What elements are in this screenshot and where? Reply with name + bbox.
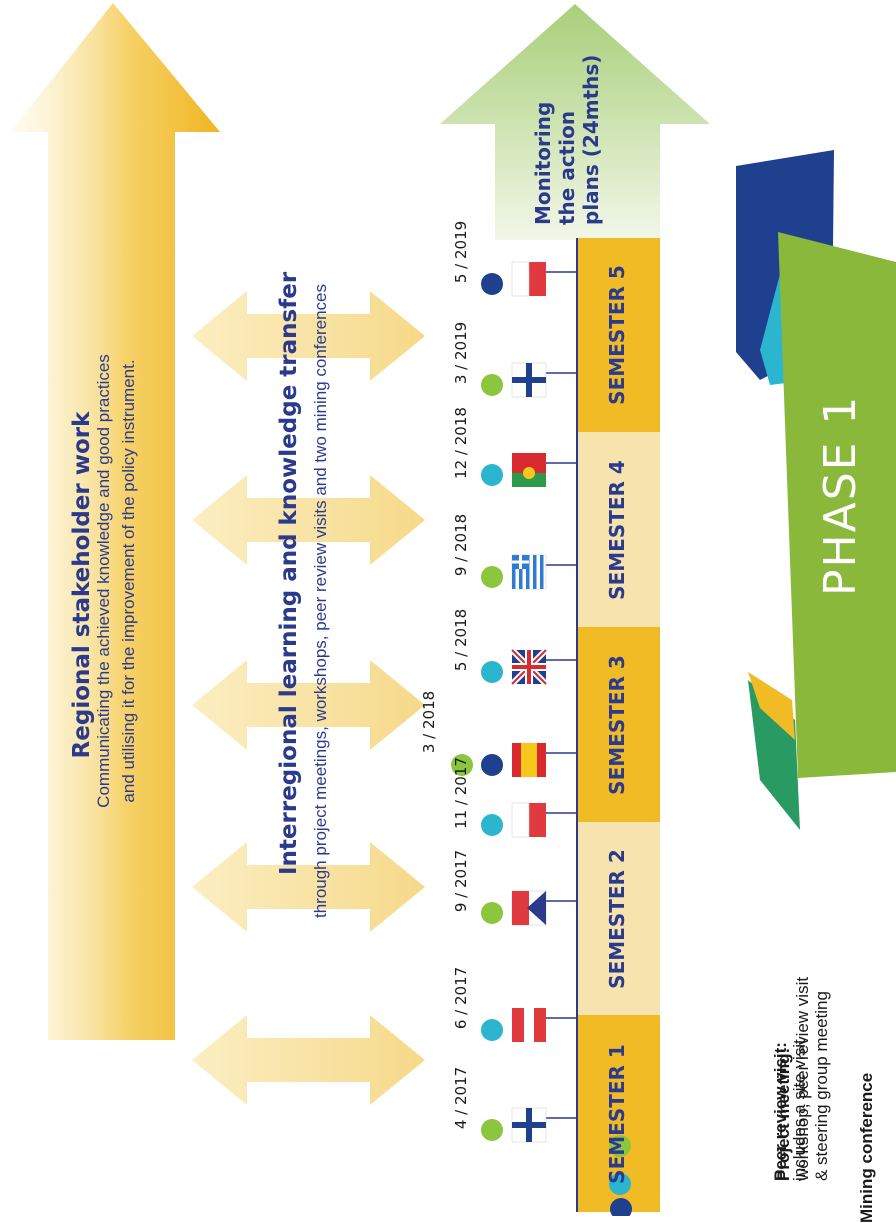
double-arrow-2: [192, 842, 425, 932]
event-date-label: 3 / 2019: [452, 321, 470, 385]
phase-green-banner: [778, 232, 896, 778]
interregional-line1: through project meetings, workshops, pee…: [311, 283, 330, 919]
peer-review-dot: [481, 464, 503, 486]
project-meeting-dot: [451, 754, 473, 776]
semester-band-2: [578, 822, 660, 1015]
phase-label: PHASE 1: [815, 394, 866, 596]
legend-peer-desc: includes a site visit: [790, 1039, 809, 1181]
peer-review-dot: [481, 814, 503, 836]
interregional-title: Interregional learning and knowledge tra…: [276, 271, 302, 875]
legend-peer: Peer review visit: includes a site visit: [771, 1039, 813, 1181]
event-date-label: 5 / 2018: [452, 608, 470, 672]
double-arrow-1: [192, 1015, 425, 1105]
event-3: [481, 890, 577, 926]
semester-label-2: SEMESTER 2: [605, 848, 629, 989]
phase-yellow-shape: [748, 672, 795, 740]
event-6: [481, 647, 577, 687]
event-date-label: 4 / 2017: [452, 1066, 470, 1130]
legend-mining-dot: [610, 1198, 632, 1216]
legend-peer-dot: [609, 1173, 631, 1195]
double-arrow-3: [192, 660, 425, 750]
legend-mining: Mining conference: [857, 1073, 877, 1223]
flag-finland-icon: [511, 362, 547, 398]
regional-line1: Communicating the achieved knowledge and…: [94, 354, 113, 808]
project-meeting-dot: [481, 374, 503, 396]
event-date-label: 9 / 2018: [452, 513, 470, 577]
event-7: [481, 554, 577, 590]
semester-band-3: [578, 627, 660, 822]
flag-poland-icon: [511, 261, 546, 297]
semester-label-3: SEMESTER 3: [605, 654, 629, 795]
semester-label-4: SEMESTER 4: [605, 459, 629, 600]
flag-austria-icon: [512, 1008, 546, 1042]
semester-band-5: [578, 238, 660, 432]
event-10: [481, 261, 577, 297]
event-5: [451, 743, 577, 777]
regional-line2: and utilising it for the improvement of …: [119, 359, 138, 803]
event-4: [481, 802, 577, 838]
legend-project-dot: [609, 1135, 631, 1157]
event-9: [481, 362, 577, 398]
flag-uk-icon: [509, 647, 549, 687]
event-date-label: 5 / 2019: [452, 220, 470, 284]
project-meeting-dot: [481, 566, 503, 588]
monitoring-arrow: [440, 4, 710, 240]
mining-conference-dot: [481, 273, 503, 295]
double-arrows: [192, 291, 425, 1105]
double-arrow-4: [192, 475, 425, 565]
event-date-label: 6 / 2017: [452, 966, 470, 1030]
double-arrow-5: [192, 291, 425, 381]
event-date-label: 11 / 2017: [452, 757, 470, 829]
legend-mining-title: Mining conference: [857, 1072, 876, 1223]
flag-poland-icon: [511, 802, 546, 838]
event-1: [481, 1107, 577, 1143]
monitoring-line1: Monitoring: [531, 101, 555, 225]
legend-peer-title: Peer review visit:: [771, 1042, 790, 1181]
event-date-label: 12 / 2018: [452, 407, 470, 479]
event-date-label: 3 / 2018: [420, 690, 438, 754]
flag-spain-icon: [512, 743, 546, 777]
semester-label-1: SEMESTER 1: [605, 1043, 629, 1184]
regional-arrow: [10, 3, 220, 1040]
flag-czech-icon: [511, 890, 547, 926]
monitoring-line3: plans (24mths): [579, 54, 603, 225]
peer-review-dot: [481, 661, 503, 683]
peer-review-dot: [481, 1019, 503, 1041]
project-meeting-dot: [481, 1119, 503, 1141]
semester-label-5: SEMESTER 5: [605, 265, 629, 405]
mining-conference-dot: [481, 754, 503, 776]
legend-project-desc2: & steering group meeting: [812, 991, 831, 1181]
event-8: [481, 453, 577, 487]
flag-greece-icon: [511, 554, 547, 590]
flag-portugal-icon: [512, 453, 546, 487]
event-date-label: 9 / 2017: [452, 849, 470, 913]
monitoring-text: Monitoring the action plans (24mths): [531, 54, 611, 225]
semester-band-4: [578, 432, 660, 627]
flag-finland-icon: [511, 1107, 547, 1143]
project-meeting-dot: [481, 902, 503, 924]
event-2: [481, 1008, 577, 1042]
monitoring-line2: the action: [555, 110, 579, 225]
timeline: [451, 238, 660, 1212]
